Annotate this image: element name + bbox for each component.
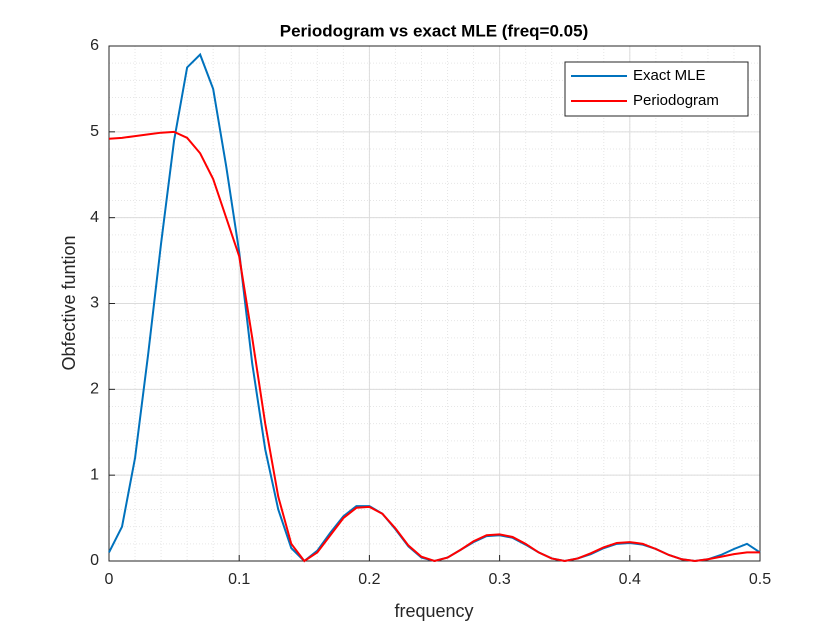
x-axis-label: frequency	[394, 601, 473, 621]
series-line	[108, 130, 760, 563]
y-tick-label: 5	[90, 123, 99, 140]
legend-label: Periodogram	[633, 92, 719, 109]
y-tick-label: 4	[90, 209, 99, 226]
y-tick-label: 2	[90, 381, 99, 398]
legend-box	[564, 61, 749, 117]
chart-title: Periodogram vs exact MLE (freq=0.05)	[280, 21, 588, 40]
x-tick-label: 0.1	[228, 571, 250, 588]
y-tick-label: 6	[90, 37, 99, 54]
x-tick-label: 0.2	[358, 571, 380, 588]
y-axis-label: Obfective funtion	[59, 235, 79, 370]
legend-label: Exact MLE	[633, 67, 706, 84]
x-tick-label: 0.4	[619, 571, 641, 588]
y-tick-label: 3	[90, 295, 99, 312]
y-tick-label: 1	[90, 466, 99, 483]
x-tick-label: 0.3	[488, 571, 510, 588]
y-tick-label: 0	[90, 552, 99, 569]
x-tick-label: 0	[105, 571, 114, 588]
x-tick-label: 0.5	[749, 571, 771, 588]
